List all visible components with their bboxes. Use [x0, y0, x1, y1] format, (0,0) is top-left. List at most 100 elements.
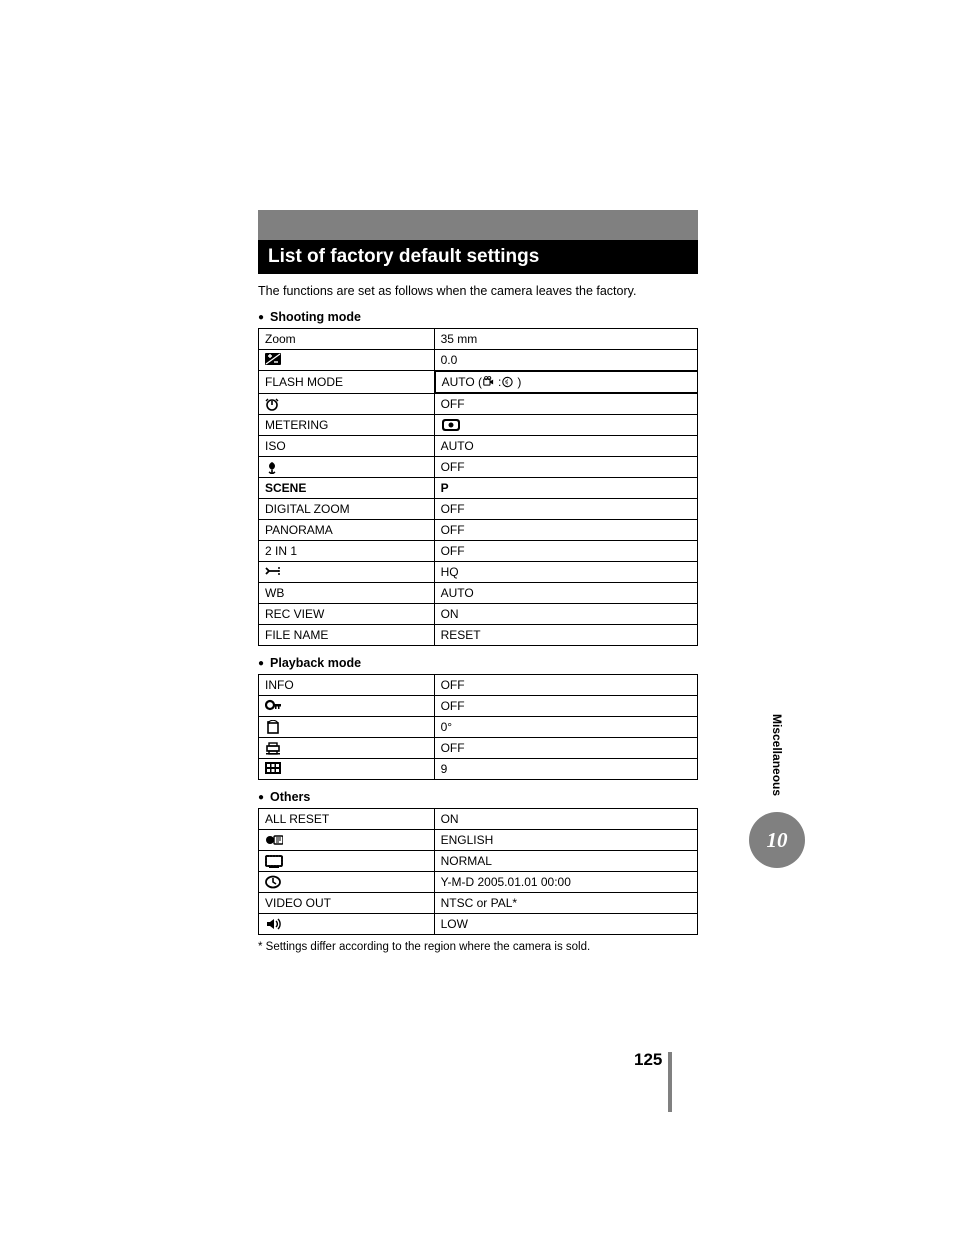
side-label: Miscellaneous [770, 700, 784, 810]
table-row: 0° [259, 717, 698, 738]
page-number-block: 125 [634, 1050, 672, 1112]
value-text: ) [517, 375, 521, 389]
section-header-playback: Playback mode [258, 656, 698, 670]
setting-label-cell [259, 696, 435, 717]
setting-value-cell: Y-M-D 2005.01.01 00:00 [434, 872, 697, 893]
setting-label-cell [259, 914, 435, 935]
table-row: OFF [259, 696, 698, 717]
setting-label-cell [259, 872, 435, 893]
page-number: 125 [634, 1050, 662, 1070]
setting-value-cell: P [434, 478, 697, 499]
beep-icon [265, 917, 283, 931]
setting-value-cell: 0.0 [434, 350, 697, 371]
table-row: INFOOFF [259, 675, 698, 696]
table-row: DIGITAL ZOOMOFF [259, 499, 698, 520]
table-row: OFF [259, 457, 698, 478]
table-row: ALL RESETON [259, 809, 698, 830]
setting-label-cell [259, 717, 435, 738]
table-row: WBAUTO [259, 583, 698, 604]
setting-value-cell: HQ [434, 562, 697, 583]
table-row: ENGLISH [259, 830, 698, 851]
monitor-icon [265, 854, 283, 868]
setting-value-cell: AUTO [434, 436, 697, 457]
setting-value-cell: OFF [434, 499, 697, 520]
side-tab: Miscellaneous 10 [742, 700, 812, 868]
setting-label-cell [259, 830, 435, 851]
setting-label-cell: ALL RESET [259, 809, 435, 830]
setting-value-cell: RESET [434, 625, 697, 646]
setting-label-cell: WB [259, 583, 435, 604]
exposure-comp-icon [265, 353, 283, 367]
table-row: REC VIEWON [259, 604, 698, 625]
setting-value-cell: OFF [434, 520, 697, 541]
rotate-icon [265, 720, 283, 734]
setting-label-cell: ISO [259, 436, 435, 457]
setting-value-cell: OFF [434, 457, 697, 478]
setting-label-cell: DIGITAL ZOOM [259, 499, 435, 520]
header-gray-bar [258, 210, 698, 240]
table-row: LOW [259, 914, 698, 935]
setting-value-cell: AUTO (: ) [435, 371, 698, 393]
table-row: 2 IN 1OFF [259, 541, 698, 562]
macro-icon [265, 460, 283, 474]
setting-label-cell: SCENE [259, 478, 435, 499]
table-row: VIDEO OUTNTSC or PAL* [259, 893, 698, 914]
table-row: NORMAL [259, 851, 698, 872]
setting-label-cell [259, 394, 435, 415]
table-row: 9 [259, 759, 698, 780]
setting-label-cell: 2 IN 1 [259, 541, 435, 562]
page-title: List of factory default settings [258, 240, 698, 274]
chapter-number: 10 [767, 828, 788, 853]
shooting-table: Zoom35 mm0.0FLASH MODEAUTO (: )OFFMETERI… [258, 328, 698, 646]
setting-value-cell: AUTO [434, 583, 697, 604]
setting-value-cell: NTSC or PAL* [434, 893, 697, 914]
metering-icon [441, 418, 461, 432]
setting-value-cell: NORMAL [434, 851, 697, 872]
setting-label-cell [259, 759, 435, 780]
setting-value-cell: OFF [434, 696, 697, 717]
setting-value-cell: ENGLISH [434, 830, 697, 851]
table-row: SCENEP [259, 478, 698, 499]
setting-label-cell: REC VIEW [259, 604, 435, 625]
setting-value-cell: 0° [434, 717, 697, 738]
page-number-stub [668, 1052, 672, 1112]
section-header-shooting: Shooting mode [258, 310, 698, 324]
playback-table: INFOOFFOFF0°OFF9 [258, 674, 698, 780]
setting-label-cell: Zoom [259, 329, 435, 350]
table-row: 0.0 [259, 350, 698, 371]
footnote-text: * Settings differ according to the regio… [258, 941, 698, 953]
setting-label-cell [259, 851, 435, 872]
chapter-circle: 10 [749, 812, 805, 868]
setting-value-cell [434, 415, 697, 436]
language-icon [265, 833, 283, 847]
table-row: Zoom35 mm [259, 329, 698, 350]
page-content: List of factory default settings The fun… [258, 210, 698, 965]
value-text: AUTO ( [442, 375, 482, 389]
setting-label-cell: INFO [259, 675, 435, 696]
quality-icon [265, 565, 283, 579]
setting-label-cell: FLASH MODE [259, 371, 435, 394]
setting-label-cell: FILE NAME [259, 625, 435, 646]
setting-value-cell: OFF [434, 394, 697, 415]
table-row: PANORAMAOFF [259, 520, 698, 541]
others-table: ALL RESETONENGLISHNORMALY-M-D 2005.01.01… [258, 808, 698, 935]
table-row: METERING [259, 415, 698, 436]
movie-icon [483, 376, 497, 388]
datetime-icon [265, 875, 283, 889]
self-timer-icon [265, 397, 283, 411]
setting-value-cell: OFF [434, 738, 697, 759]
setting-value-cell: 35 mm [434, 329, 697, 350]
section-header-others: Others [258, 790, 698, 804]
table-row: OFF [259, 394, 698, 415]
setting-value-cell: 9 [434, 759, 697, 780]
setting-label-cell [259, 562, 435, 583]
setting-value-cell: OFF [434, 675, 697, 696]
setting-value-cell: ON [434, 604, 697, 625]
flash-off-icon [502, 376, 516, 388]
setting-value-cell: ON [434, 809, 697, 830]
setting-label-cell [259, 350, 435, 371]
setting-value-cell: OFF [434, 541, 697, 562]
value-text: : [498, 375, 501, 389]
setting-label-cell [259, 457, 435, 478]
index-icon [265, 762, 283, 776]
